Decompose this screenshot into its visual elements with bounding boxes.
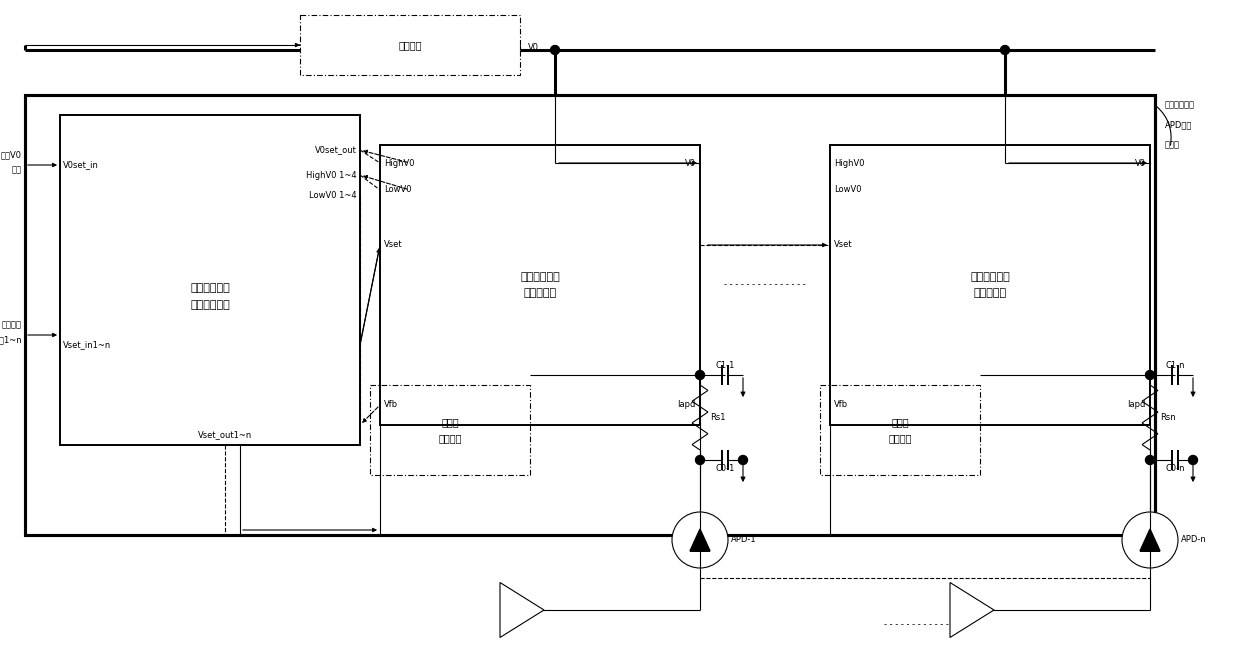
Text: HighV0 1~4: HighV0 1~4 [306,171,357,179]
Text: 光电流
检测单元: 光电流 检测单元 [438,417,461,443]
Text: 设定: 设定 [12,165,22,175]
Text: HighV0: HighV0 [835,158,864,167]
Circle shape [1188,455,1198,464]
Text: Vset_in1~n: Vset_in1~n [63,341,112,349]
Text: C1-1: C1-1 [715,361,734,370]
Bar [300,15,520,75]
Text: Iapd: Iapd [1127,400,1146,409]
Text: V0set_in: V0set_in [63,160,99,169]
Text: 光电流
检测单元: 光电流 检测单元 [888,417,911,443]
Text: Vset: Vset [384,241,403,249]
Polygon shape [950,583,994,638]
Text: V0: V0 [684,158,696,167]
Text: 设定1~n: 设定1~n [0,336,22,345]
Text: LowV0: LowV0 [835,186,862,194]
Text: 光电流反馈型
偏压控制器: 光电流反馈型 偏压控制器 [970,272,1009,298]
Text: Iapd: Iapd [677,400,696,409]
Text: - - - - - - - - - - - - - - -: - - - - - - - - - - - - - - - [724,281,806,290]
Text: APD-n: APD-n [1180,536,1207,545]
Circle shape [1122,512,1178,568]
Bar [820,385,980,475]
Polygon shape [1140,529,1159,551]
Text: C0-n: C0-n [1166,464,1184,473]
Text: Vfb: Vfb [384,400,398,409]
Text: LowV0: LowV0 [384,186,412,194]
Text: V0set_out: V0set_out [315,145,357,154]
Text: 多通道低功耗
偏压调节单元: 多通道低功耗 偏压调节单元 [190,283,229,310]
Text: TIA-1: TIA-1 [507,606,528,615]
Text: C1-n: C1-n [1166,361,1184,370]
Text: HighV0: HighV0 [384,158,414,167]
Text: - - - - - - - - - - - - - - -: - - - - - - - - - - - - - - - [884,621,966,630]
Circle shape [739,455,748,464]
Circle shape [1146,371,1154,379]
Text: APD-1: APD-1 [732,536,756,545]
Circle shape [1146,455,1154,464]
Text: Vset: Vset [835,241,853,249]
Bar [25,95,1154,535]
Text: V0: V0 [528,43,539,52]
Bar [25,95,1154,535]
Bar [60,115,360,445]
Text: 控制器: 控制器 [1166,141,1180,150]
Text: 多通道低功耗: 多通道低功耗 [1166,101,1195,109]
Polygon shape [500,583,544,638]
Text: APD偏压: APD偏压 [1166,120,1193,129]
Text: C0-1: C0-1 [715,464,734,473]
Circle shape [551,46,559,54]
Text: 初始V0: 初始V0 [1,150,22,160]
Text: Vset_out1~n: Vset_out1~n [198,430,252,439]
Text: Vfb: Vfb [835,400,848,409]
Bar [830,145,1149,425]
Text: LowV0 1~4: LowV0 1~4 [309,190,357,199]
Text: 光电流反馈型
偏压控制器: 光电流反馈型 偏压控制器 [520,272,560,298]
FancyArrowPatch shape [1157,107,1171,145]
Text: TIA-n: TIA-n [957,606,978,615]
Text: 可调电源: 可调电源 [398,40,422,50]
Circle shape [696,371,704,379]
Polygon shape [689,529,711,551]
Circle shape [696,455,704,464]
Circle shape [672,512,728,568]
Text: Rs1: Rs1 [711,413,725,422]
Circle shape [1001,46,1009,54]
Text: Rsn: Rsn [1159,413,1176,422]
Bar [379,145,701,425]
Bar [370,385,529,475]
Text: V0: V0 [1135,158,1146,167]
Text: 初始偏压: 初始偏压 [2,320,22,330]
